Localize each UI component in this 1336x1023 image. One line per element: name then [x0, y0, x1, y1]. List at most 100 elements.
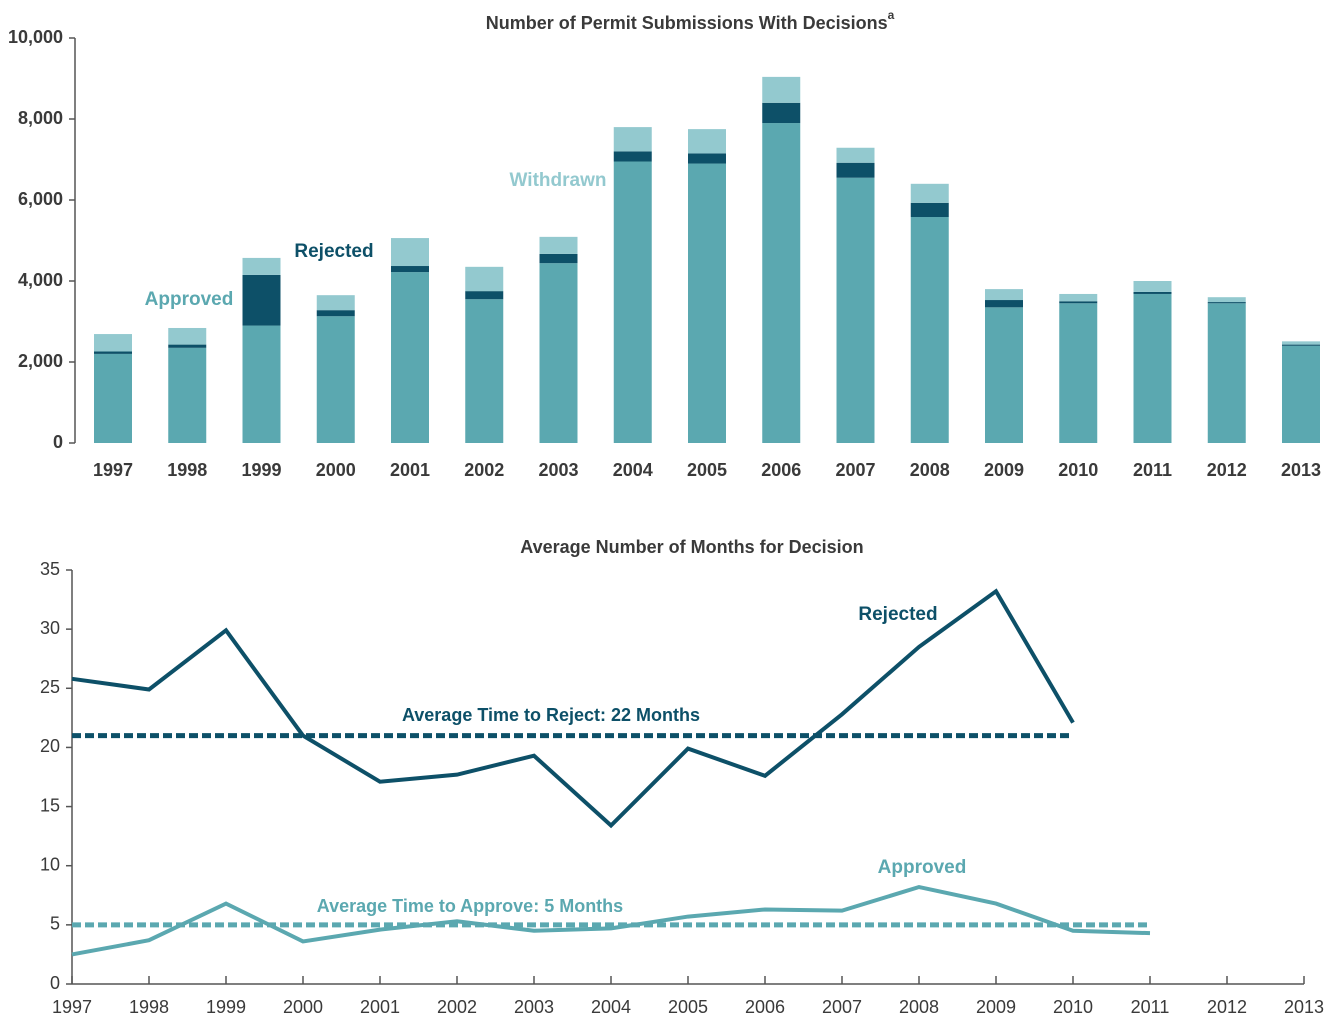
y-tick-label: 0 [53, 432, 63, 452]
bar-segment [762, 102, 801, 124]
bar-segment [836, 162, 875, 178]
y-tick-label: 4,000 [18, 270, 63, 290]
x-tick-label: 2005 [687, 460, 727, 480]
bar-segment [94, 351, 132, 354]
y-tick-label: 20 [40, 736, 60, 756]
bar-segment [1207, 302, 1246, 304]
bar-segment [539, 253, 578, 264]
bar-segment [688, 153, 726, 164]
x-tick-label: 2001 [390, 460, 430, 480]
x-tick-label: 1997 [52, 997, 92, 1017]
x-tick-label: 2006 [745, 997, 785, 1017]
x-tick-label: 2008 [910, 460, 950, 480]
x-tick-label: 2001 [360, 997, 400, 1017]
bar-segment [762, 76, 801, 103]
bar-segment [613, 127, 652, 152]
y-tick-label: 8,000 [18, 108, 63, 128]
y-tick-label: 35 [40, 559, 60, 579]
x-tick-label: 2003 [514, 997, 554, 1017]
x-tick-label: 2006 [761, 460, 801, 480]
x-tick-label: 2004 [591, 997, 631, 1017]
chart-title: Number of Permit Submissions With Decisi… [486, 8, 895, 33]
y-tick-label: 25 [40, 677, 60, 697]
bar-segment [465, 291, 504, 300]
bar-segment [762, 123, 801, 444]
bar-segment [688, 163, 726, 444]
chart-title: Average Number of Months for Decision [520, 537, 863, 557]
bar-segment [316, 316, 355, 443]
x-tick-label: 2002 [464, 460, 504, 480]
bar-segment [465, 299, 504, 443]
bar-segment [1207, 303, 1246, 443]
x-tick-label: 2009 [984, 460, 1024, 480]
x-tick-label: 1998 [167, 460, 207, 480]
y-tick-label: 15 [40, 795, 60, 815]
bar-segment [539, 263, 578, 443]
bar-segment [1133, 293, 1172, 443]
bar-segment [168, 347, 207, 443]
x-tick-label: 2013 [1281, 460, 1321, 480]
reference-label: Average Time to Approve: 5 Months [317, 896, 623, 916]
series-label: Rejected [294, 241, 373, 262]
x-tick-label: 2011 [1133, 460, 1172, 480]
x-tick-label: 2000 [283, 997, 323, 1017]
y-tick-label: 10,000 [8, 27, 63, 47]
x-tick-label: 2002 [437, 997, 477, 1017]
bar-segment [1207, 297, 1246, 303]
reference-label: Average Time to Reject: 22 Months [402, 705, 700, 725]
x-tick-label: 1997 [93, 460, 133, 480]
x-tick-label: 2011 [1131, 997, 1170, 1017]
y-tick-label: 0 [50, 973, 60, 993]
x-tick-label: 2008 [899, 997, 939, 1017]
bar-segment [836, 177, 875, 443]
bar-segment [94, 334, 132, 352]
bar-segment [242, 325, 281, 443]
series-label: Approved [145, 289, 234, 310]
x-tick-label: 2004 [613, 460, 653, 480]
line [71, 588, 1075, 829]
x-tick-label: 2000 [316, 460, 356, 480]
bar-segment [985, 307, 1023, 443]
y-tick-label: 30 [40, 618, 60, 638]
x-tick-label: 2010 [1058, 460, 1098, 480]
x-tick-label: 2009 [976, 997, 1016, 1017]
x-tick-label: 2012 [1207, 997, 1247, 1017]
bar-segment [1282, 345, 1320, 443]
x-tick-label: 2007 [835, 460, 875, 480]
x-tick-label: 1999 [206, 997, 246, 1017]
bar-segment [242, 257, 281, 275]
y-tick-label: 5 [50, 914, 60, 934]
bar-segment [613, 161, 652, 443]
title-note: a [888, 8, 895, 22]
bar-segment [391, 266, 429, 273]
x-tick-label: 2005 [668, 997, 708, 1017]
bar-segment [688, 129, 726, 154]
bar-segment [242, 274, 281, 326]
x-tick-label: 2013 [1284, 997, 1324, 1017]
bar-segment [985, 289, 1023, 301]
bar-segment [1133, 291, 1172, 294]
x-tick-label: 2007 [822, 997, 862, 1017]
bar-segment [1282, 341, 1320, 345]
bar-segment [168, 327, 207, 345]
series-label: Withdrawn [510, 170, 607, 191]
x-tick-label: 2003 [538, 460, 578, 480]
y-tick-label: 2,000 [18, 351, 63, 371]
y-tick-label: 6,000 [18, 189, 63, 209]
bar-segment [316, 310, 355, 317]
bar-segment [316, 295, 355, 311]
bar-segment [391, 272, 429, 443]
series-label: Approved [878, 857, 967, 878]
bar-segment [1059, 301, 1098, 304]
bar-segment [1282, 344, 1320, 346]
bar-segment [391, 238, 429, 267]
x-tick-label: 2010 [1053, 997, 1093, 1017]
bar-segment [539, 236, 578, 254]
bar-segment [836, 147, 875, 163]
bar-segment [1133, 281, 1172, 292]
bar-segment [910, 183, 949, 203]
bar-segment [1059, 303, 1098, 443]
x-tick-label: 1999 [241, 460, 281, 480]
x-tick-label: 1998 [129, 997, 169, 1017]
